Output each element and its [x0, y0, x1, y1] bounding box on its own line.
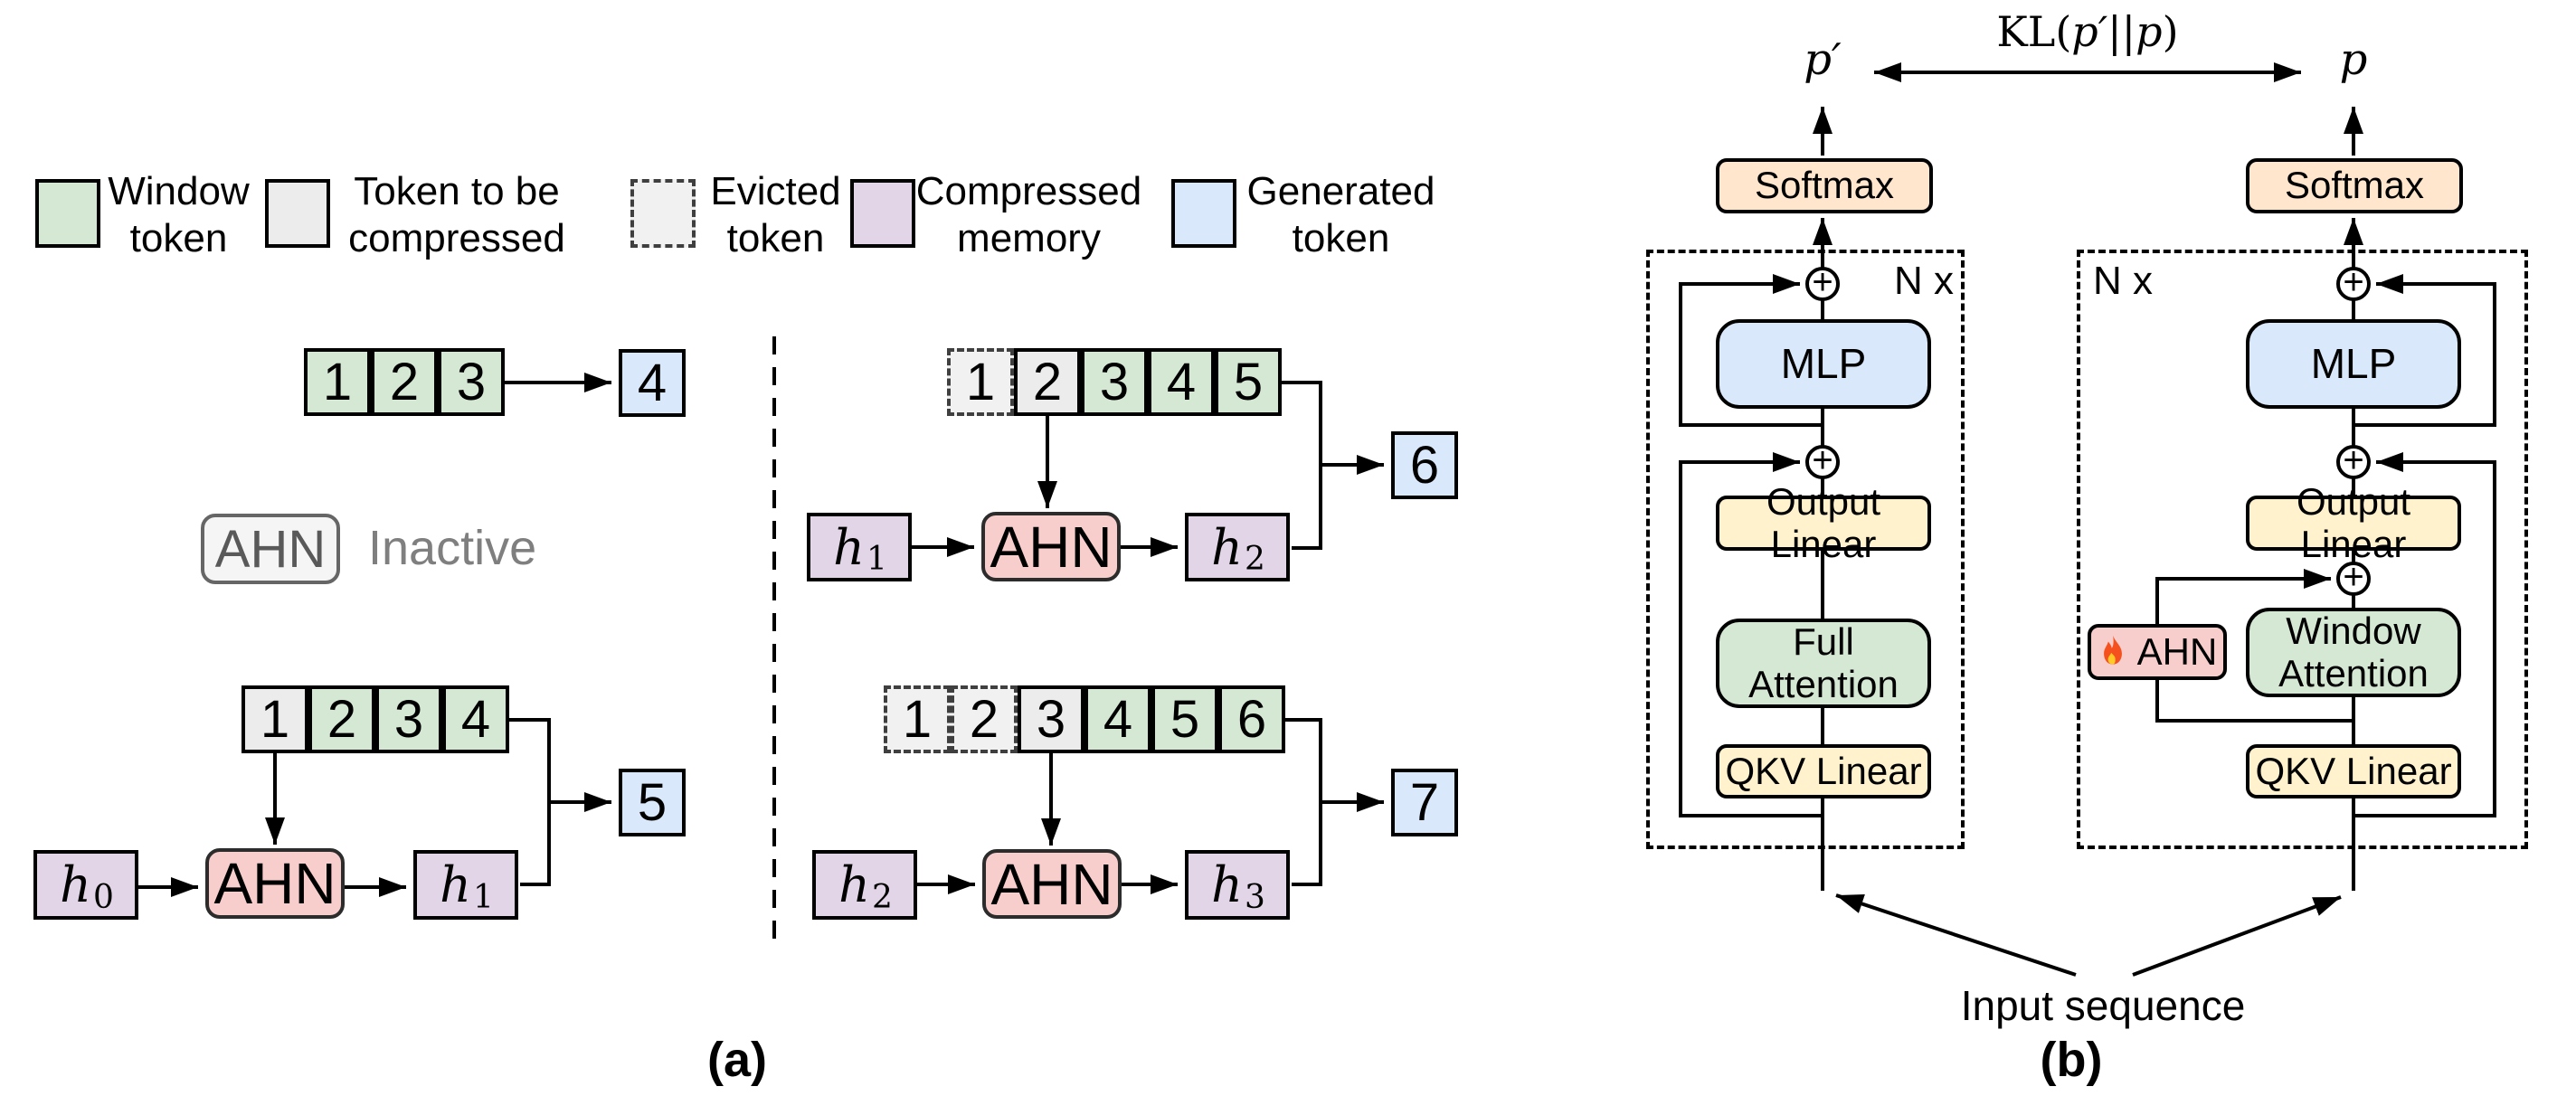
mlp-box-right: MLP — [2246, 319, 2461, 409]
memory-var: h — [833, 518, 865, 576]
add-node: + — [2336, 264, 2371, 301]
legend-label-line: token — [129, 216, 228, 260]
ahn-unit: AHN — [205, 848, 345, 919]
kl-divergence-label: KL(p′ || p) — [1907, 7, 2268, 56]
caption-a: (a) — [707, 1033, 767, 1087]
legend-label-compressed-memory: Compressed memory — [914, 169, 1144, 260]
legend-label-line: token — [1292, 216, 1390, 260]
memory-var: h — [1211, 518, 1243, 576]
token-window: 5 — [1151, 685, 1218, 753]
token-evicted: 1 — [884, 685, 951, 753]
repeat-label-right: N x — [2093, 259, 2153, 303]
legend-label-line: Window — [108, 169, 250, 213]
add-node: + — [2336, 559, 2371, 596]
legend-swatch-token-to-be-compressed — [265, 179, 330, 248]
token-evicted: 1 — [947, 348, 1014, 416]
kl-prefix: KL( — [1996, 7, 2072, 56]
token-window: 2 — [308, 685, 375, 753]
ahn-trainable-box: AHN — [2088, 624, 2227, 680]
legend-label-line: memory — [957, 216, 1101, 260]
ahn-unit: AHN — [981, 512, 1121, 581]
window-attention-line: Window — [2286, 609, 2421, 653]
token-generated: 6 — [1391, 431, 1458, 499]
token-evicted: 2 — [951, 685, 1018, 753]
kl-bars: || — [2107, 7, 2136, 56]
legend-label-line: Generated — [1246, 169, 1435, 213]
caption-b: (b) — [2040, 1033, 2103, 1087]
transformer-block-right — [2077, 250, 2528, 849]
legend-label-line: Token to be — [354, 169, 560, 213]
legend-label-token-to-be-compressed: Token to be compressed — [339, 169, 574, 260]
token-window: 3 — [375, 685, 442, 753]
legend-label-line: Evicted — [710, 169, 841, 213]
qkv-linear-box-left: QKV Linear — [1716, 744, 1931, 798]
token-window: 3 — [438, 348, 505, 416]
legend-swatch-compressed-memory — [850, 179, 915, 248]
fire-icon — [2103, 635, 2122, 665]
legend-swatch-generated-token — [1171, 179, 1236, 248]
window-attention-box: Window Attention — [2246, 608, 2461, 697]
token-window: 2 — [371, 348, 438, 416]
token-to-compress: 3 — [1018, 685, 1084, 753]
legend-label-line: Compressed — [915, 169, 1142, 213]
kl-close: ) — [2162, 7, 2179, 56]
token-window: 4 — [442, 685, 509, 753]
legend-label-line: compressed — [348, 216, 565, 260]
legend-label-evicted-token: Evicted token — [692, 169, 859, 260]
kl-p: p — [2136, 7, 2163, 56]
kl-p-prime: p′ — [2071, 7, 2108, 56]
softmax-box-left: Softmax — [1716, 158, 1933, 213]
memory-var: h — [1211, 856, 1243, 913]
memory-var: h — [60, 856, 91, 913]
repeat-label-left: N x — [1894, 259, 1954, 303]
mlp-box-left: MLP — [1716, 319, 1931, 409]
token-generated: 7 — [1391, 769, 1458, 836]
window-attention-line: Attention — [2278, 651, 2429, 694]
token-generated: 4 — [619, 349, 686, 417]
token-window: 3 — [1081, 348, 1148, 416]
token-to-compress: 1 — [242, 685, 308, 753]
output-linear-box-left: Output Linear — [1716, 481, 1931, 564]
legend-label-generated-token: Generated token — [1235, 169, 1447, 260]
token-window: 4 — [1084, 685, 1151, 753]
token-window: 1 — [304, 348, 371, 416]
output-dist-prime: p′ — [1804, 34, 1842, 85]
transformer-block-left — [1646, 250, 1965, 849]
token-to-compress: 2 — [1014, 348, 1081, 416]
legend-swatch-window-token — [35, 179, 100, 248]
memory-var: h — [440, 856, 471, 913]
qkv-linear-box-right: QKV Linear — [2246, 744, 2461, 798]
full-attention-box: Full Attention — [1716, 619, 1931, 708]
token-window: 6 — [1218, 685, 1285, 753]
add-node: + — [2336, 442, 2371, 479]
ahn-inactive-status: Inactive — [368, 520, 537, 575]
output-linear-box-right: Output Linear — [2246, 481, 2461, 564]
token-generated: 5 — [619, 769, 686, 836]
legend-label-line: token — [726, 216, 825, 260]
token-window: 5 — [1215, 348, 1282, 416]
memory-var: h — [838, 856, 870, 913]
input-sequence-label: Input sequence — [1960, 982, 2246, 1029]
ahn-trainable-label: AHN — [2136, 629, 2218, 673]
softmax-box-right: Softmax — [2246, 158, 2463, 213]
ahn-unit: AHN — [982, 849, 1122, 919]
add-node: + — [1805, 442, 1840, 479]
add-node: + — [1805, 264, 1840, 301]
legend-label-window-token: Window token — [90, 169, 267, 260]
token-window: 4 — [1148, 348, 1215, 416]
ahn-inactive-unit: AHN — [201, 514, 340, 584]
output-dist: p — [2339, 34, 2368, 85]
legend-swatch-evicted-token — [630, 179, 696, 248]
